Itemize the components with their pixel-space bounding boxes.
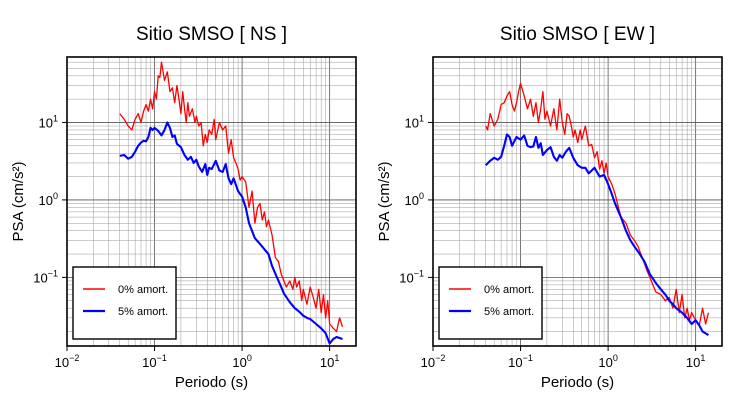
- panel-2-legend-label: 0% amort.: [484, 284, 534, 296]
- panel-2-y-tick-label: 100: [405, 191, 424, 208]
- panel-2-plot-frame: [432, 56, 723, 347]
- panel-1-legend-box: [72, 266, 177, 340]
- panel-1-y-tick-label: 100: [39, 191, 58, 208]
- panel-1-x-axis-label: Periodo (s): [175, 374, 248, 391]
- panel-1-legend-label: 0% amort.: [118, 284, 168, 296]
- panel-1-y-tick-label: 101: [39, 113, 58, 130]
- panel-1-x-tick-label: 101: [320, 353, 339, 370]
- panel-1-series-line-damped: [119, 121, 343, 345]
- panel-1-grid: [66, 56, 357, 346]
- panel-1-x-tick-label: 10−2: [55, 353, 80, 370]
- panel-2-x-axis-label: Periodo (s): [541, 374, 614, 391]
- panel-1-y-axis-label: PSA (cm/s²): [10, 161, 27, 241]
- panel-1-legend-label: 5% amort.: [118, 306, 168, 318]
- panel-1-plot-frame: [66, 56, 357, 347]
- panel-2-legend-box: [438, 266, 543, 340]
- panel-2-y-tick-label: 10−1: [399, 268, 424, 285]
- panel-1-x-tick-label: 10−1: [142, 353, 167, 370]
- panel-2-series-line-undamped: [485, 82, 710, 327]
- panel-2-y-axis-label: PSA (cm/s²): [376, 161, 393, 241]
- panel-2-x-tick-label: 100: [598, 353, 617, 370]
- panel-2-series-line-damped: [484, 133, 709, 336]
- panel-1: 10−2 10−1 100 101 10−1 100 101 Sitio SMSO [ NS …: [10, 24, 357, 391]
- panel-1-title: Sitio SMSO [ NS ]: [136, 24, 287, 45]
- panel-2-title: Sitio SMSO [ EW ]: [500, 24, 655, 45]
- panel-1-series-line-undamped: [119, 61, 344, 333]
- panel-1-x-tick-label: 100: [232, 353, 251, 370]
- panel-2-y-tick-label: 101: [405, 113, 424, 130]
- panel-2-legend-label: 5% amort.: [484, 306, 534, 318]
- panel-2-x-tick-label: 101: [686, 353, 705, 370]
- panel-2-x-tick-label: 10−2: [421, 353, 446, 370]
- panel-2-legend: 0% amort. 5% amort.: [438, 266, 543, 340]
- panel-2-x-tick-label: 10−1: [508, 353, 533, 370]
- panel-2: 10−2 10−1 100 101 10−1 100 101 Sitio SMSO [ EW …: [376, 24, 723, 391]
- panel-1-legend: 0% amort. 5% amort.: [72, 266, 177, 340]
- panel-1-y-tick-label: 10−1: [33, 268, 58, 285]
